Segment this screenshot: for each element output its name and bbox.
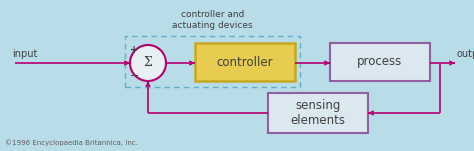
Text: Σ: Σ — [144, 56, 153, 69]
Text: input: input — [12, 49, 37, 59]
Bar — [125, 36, 300, 87]
Text: +: + — [130, 45, 138, 55]
Text: sensing
elements: sensing elements — [291, 98, 346, 127]
Text: ©1996 Encyclopaedia Britannica, Inc.: ©1996 Encyclopaedia Britannica, Inc. — [5, 139, 138, 146]
Text: −: − — [130, 71, 140, 81]
Text: controller: controller — [217, 56, 273, 69]
Circle shape — [130, 45, 166, 81]
Bar — [268, 93, 368, 133]
Bar — [330, 43, 430, 81]
Text: process: process — [357, 56, 402, 69]
Bar — [195, 43, 295, 81]
Text: controller and
actuating devices: controller and actuating devices — [172, 10, 253, 30]
Text: output: output — [457, 49, 474, 59]
